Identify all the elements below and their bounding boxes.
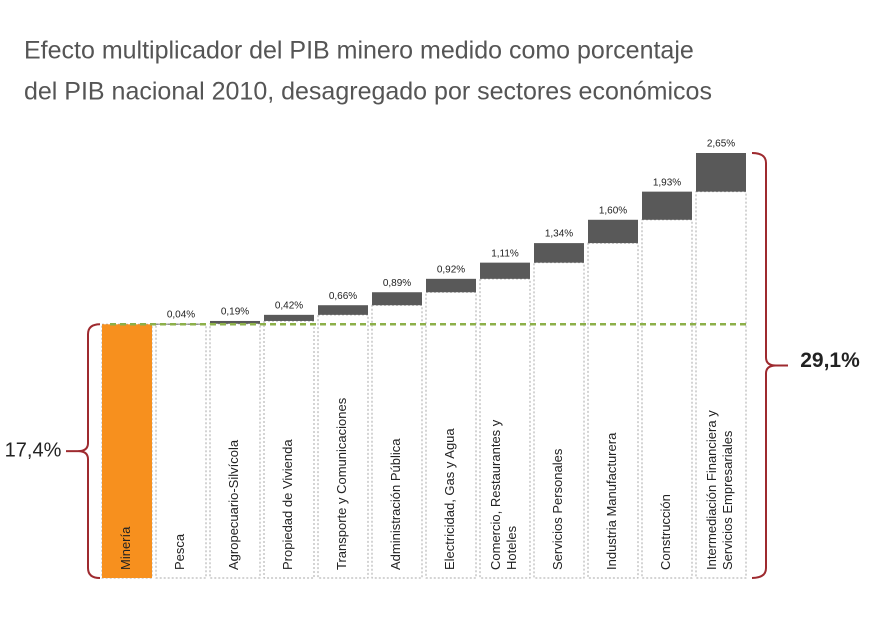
value-label: 0,92% <box>437 264 465 275</box>
column-outline <box>695 191 747 579</box>
step-bar <box>588 219 638 244</box>
category-line: Pesca <box>172 533 187 570</box>
column-outline <box>425 291 477 579</box>
value-label: 1,93% <box>653 177 681 188</box>
category-label: Intermediación Financiera yServicios Emp… <box>704 410 735 570</box>
bracket <box>751 152 777 579</box>
category-line: Intermediación Financiera y <box>704 410 719 570</box>
value-label: 2,65% <box>707 139 735 150</box>
category-label: Servicios Personales <box>550 448 565 570</box>
category-line: Servicios Empresariales <box>720 430 735 570</box>
category-label: Agropecuario-Silvícola <box>226 439 241 570</box>
value-label: 0,04% <box>167 309 195 320</box>
category-line: Electricidad, Gas y Agua <box>442 428 457 570</box>
step-bar <box>642 191 692 220</box>
value-label: 0,19% <box>221 307 249 318</box>
category-line: Industria Manufacturera <box>604 432 619 570</box>
step-bar <box>318 305 368 315</box>
step-bar <box>696 153 746 192</box>
column-outline <box>371 304 423 579</box>
category-line: Agropecuario-Silvícola <box>226 439 241 570</box>
column-outline <box>587 242 639 579</box>
step-bar <box>534 243 584 263</box>
category-label: Comercio, Restaurantes yHoteles <box>488 419 519 570</box>
category-line: Transporte y Comunicaciones <box>334 397 349 570</box>
category-label: Industria Manufacturera <box>604 432 619 570</box>
category-line: Construcción <box>658 494 673 570</box>
step-bar <box>210 320 260 324</box>
category-line: Administración Pública <box>388 438 403 570</box>
column-outline <box>479 278 531 579</box>
value-label: 1,11% <box>491 248 519 259</box>
base-bar <box>102 324 152 578</box>
value-label: 0,42% <box>275 300 303 311</box>
value-label: 0,66% <box>329 291 357 302</box>
bracket <box>77 323 101 579</box>
value-label: 0,89% <box>383 278 411 289</box>
total-label: 29,1% <box>800 349 860 372</box>
category-label: Minería <box>118 526 133 570</box>
column-outline <box>533 262 585 579</box>
base-label: 17,4% <box>5 439 62 461</box>
category-label: Propiedad de Vivienda <box>280 439 295 570</box>
category-label: Administración Pública <box>388 438 403 570</box>
category-label: Electricidad, Gas y Agua <box>442 428 457 570</box>
category-line: Propiedad de Vivienda <box>280 439 295 570</box>
column-outline <box>209 323 261 579</box>
step-bar <box>426 278 476 293</box>
category-line: Minería <box>118 526 133 570</box>
chart-title: del PIB nacional 2010, desagregado por s… <box>24 78 712 106</box>
step-bar <box>372 292 422 306</box>
chart-title: Efecto multiplicador del PIB minero medi… <box>24 37 694 65</box>
category-label: Pesca <box>172 533 187 570</box>
category-line: Servicios Personales <box>550 448 565 570</box>
category-line: Hoteles <box>504 525 519 570</box>
value-label: 1,34% <box>545 229 573 240</box>
value-label: 1,60% <box>599 205 627 216</box>
column-outline <box>641 219 693 579</box>
category-label: Transporte y Comunicaciones <box>334 397 349 570</box>
step-bar <box>264 314 314 321</box>
category-label: Construcción <box>658 494 673 570</box>
category-line: Comercio, Restaurantes y <box>488 419 503 570</box>
step-bar <box>480 262 530 279</box>
